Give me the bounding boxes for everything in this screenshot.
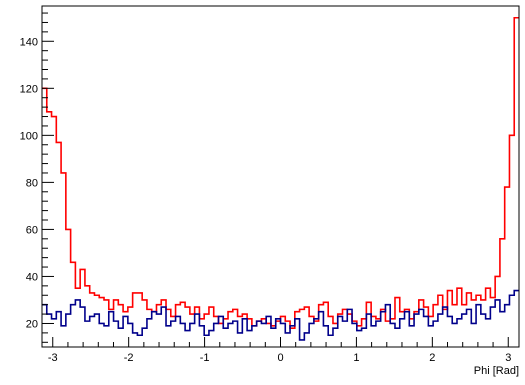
series-layer: [42, 16, 519, 341]
series-1-line: [42, 16, 519, 329]
x-tick-label: 0: [277, 352, 283, 364]
x-tick-label: -2: [124, 352, 134, 364]
x-axis-title: Phi [Rad]: [474, 365, 519, 377]
x-tick-label: 1: [353, 352, 359, 364]
y-tick-label: 60: [26, 224, 38, 236]
y-tick-label: 120: [20, 83, 38, 95]
y-tick-label: 20: [26, 318, 38, 330]
x-tick-label: 3: [505, 352, 511, 364]
y-tick-label: 40: [26, 271, 38, 283]
x-tick-label: -1: [200, 352, 210, 364]
x-tick-label: -3: [48, 352, 58, 364]
series-2-line: [42, 289, 519, 341]
y-tick-label: 140: [20, 36, 38, 48]
y-tick-label: 100: [20, 130, 38, 142]
x-tick-label: 2: [429, 352, 435, 364]
y-tick-label: 80: [26, 177, 38, 189]
ticks-layer: -3 -2 -1 0 1 2 3 20 40 60 80 100 120 140: [20, 12, 511, 364]
